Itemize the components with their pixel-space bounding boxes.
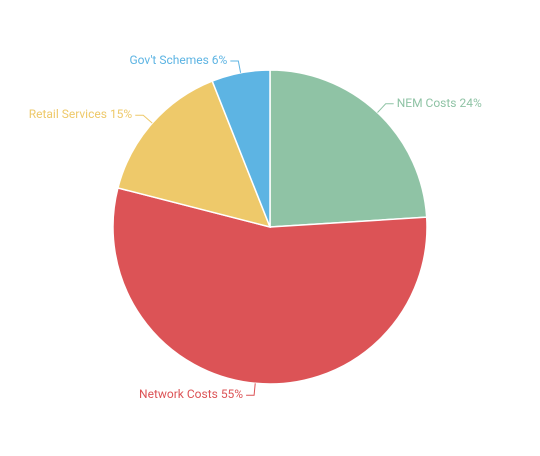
label-name: Gov't Schemes [130, 53, 209, 67]
label-name: Network Costs [139, 387, 218, 401]
data-label: Retail Services 15% [29, 107, 133, 121]
data-label: Gov't Schemes 6% [130, 53, 228, 67]
pie-slice [117, 80, 272, 229]
label-name: Retail Services [29, 107, 107, 121]
label-value: 24% [459, 96, 481, 110]
leader-line [377, 103, 394, 113]
pie-slice [269, 69, 428, 228]
leader-line [135, 114, 153, 124]
label-value: 6% [212, 53, 228, 67]
data-label: NEM Costs 24% [397, 96, 482, 110]
pie-slice [112, 187, 428, 385]
label-value: 55% [221, 387, 243, 401]
label-value: 15% [110, 107, 132, 121]
data-label: Network Costs 55% [139, 387, 243, 401]
leader-line [246, 383, 256, 396]
leader-line [230, 60, 242, 73]
label-name: NEM Costs [397, 96, 457, 110]
